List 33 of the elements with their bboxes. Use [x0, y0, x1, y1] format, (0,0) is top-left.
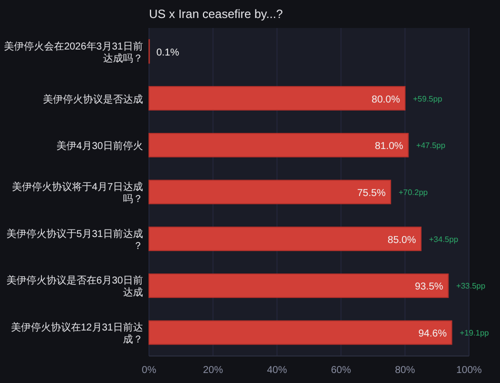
- annotation: +19.1pp: [460, 328, 490, 338]
- bar: [148, 274, 449, 298]
- x-tick-label: 20%: [202, 365, 224, 376]
- y-tick-label: 美伊停火协议是否达成: [43, 93, 143, 106]
- annotation: +59.5pp: [413, 94, 443, 104]
- bar: [148, 180, 392, 204]
- y-tick-label: 美伊停火会在2026年3月31日前达成吗？: [4, 40, 143, 64]
- bar: [148, 86, 406, 110]
- data-label: 80.0%: [372, 94, 400, 106]
- x-tick-label: 60%: [330, 365, 352, 376]
- annotation: +33.5pp: [456, 282, 486, 291]
- x-tick-label: 0%: [142, 365, 156, 376]
- y-tick-label: 美伊停火协议在12月31日前达成？: [10, 322, 143, 346]
- data-label: 94.6%: [418, 328, 447, 340]
- data-label: 75.5%: [357, 188, 386, 199]
- bar: [148, 320, 452, 345]
- data-label: 0.1%: [156, 47, 180, 58]
- bar: [148, 226, 422, 252]
- annotation: +47.5pp: [416, 141, 446, 150]
- data-label: 93.5%: [414, 282, 444, 293]
- y-tick-label: 美伊停火协议是否在6月30日前达成: [6, 274, 143, 299]
- x-tick-label: 100%: [456, 365, 482, 376]
- bar: [148, 132, 409, 158]
- annotation: +34.5pp: [429, 234, 459, 244]
- y-tick-label: 美伊4月30日前停火: [56, 140, 143, 152]
- chart-title: US x Iran ceasefire by...?: [149, 7, 284, 21]
- data-label: 85.0%: [388, 234, 416, 246]
- x-tick-label: 80%: [394, 365, 416, 376]
- y-tick-label: 美伊停火协议于5月31日前达成？: [6, 228, 143, 252]
- annotation: +70.2pp: [398, 188, 428, 197]
- x-tick-label: 40%: [266, 365, 288, 376]
- data-label: 81.0%: [374, 141, 404, 152]
- y-tick-label: 美伊停火协议将于4月7日达成吗？: [12, 181, 143, 205]
